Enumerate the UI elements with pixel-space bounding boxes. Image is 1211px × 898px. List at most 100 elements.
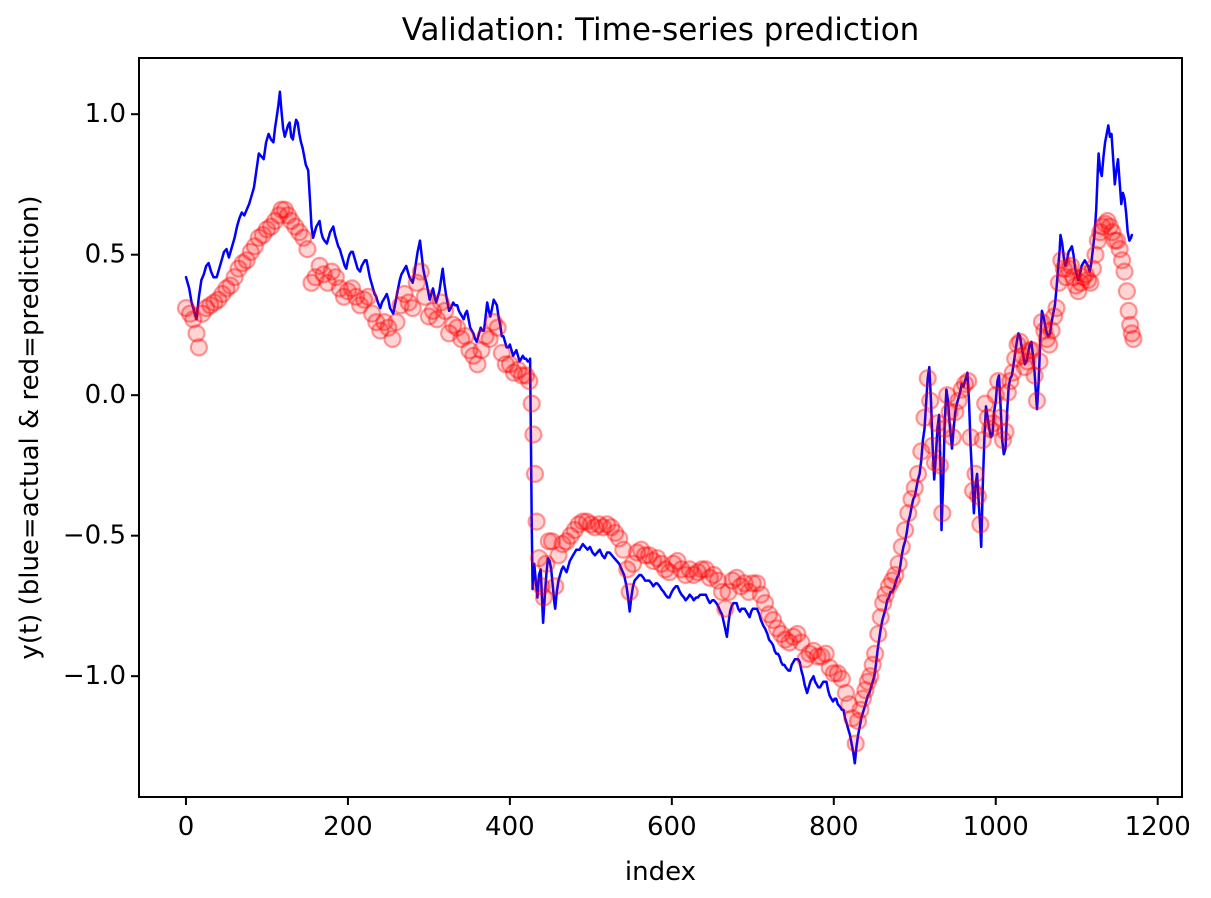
x-tick-label: 800 xyxy=(809,812,859,842)
prediction-marker xyxy=(804,641,823,661)
prediction-marker xyxy=(452,329,471,349)
prediction-marker xyxy=(668,551,687,571)
prediction-marker xyxy=(355,290,374,309)
prediction-marker xyxy=(351,296,370,315)
prediction-marker xyxy=(1040,335,1059,354)
prediction-marker xyxy=(537,554,556,573)
prediction-marker xyxy=(1119,301,1138,320)
prediction-marker xyxy=(532,577,551,596)
prediction-marker xyxy=(573,512,592,531)
prediction-marker xyxy=(978,408,997,427)
prediction-marker xyxy=(512,366,532,385)
prediction-marker xyxy=(330,279,349,298)
prediction-marker xyxy=(1103,223,1122,242)
prediction-marker xyxy=(561,526,580,545)
prediction-marker xyxy=(660,563,679,582)
prediction-marker xyxy=(1121,315,1140,334)
prediction-marker xyxy=(618,560,637,579)
prediction-marker xyxy=(1124,329,1143,349)
prediction-marker xyxy=(808,647,827,666)
prediction-marker xyxy=(342,279,362,298)
prediction-marker xyxy=(656,560,675,579)
prediction-marker xyxy=(529,549,549,568)
prediction-marker xyxy=(918,369,937,388)
prediction-marker xyxy=(824,664,843,683)
prediction-marker xyxy=(546,577,565,596)
prediction-marker xyxy=(549,546,568,565)
prediction-marker xyxy=(415,287,434,306)
prediction-marker xyxy=(684,565,703,585)
prediction-marker xyxy=(991,408,1010,427)
prediction-marker xyxy=(476,327,495,346)
prediction-marker xyxy=(700,568,720,587)
prediction-marker xyxy=(755,593,775,613)
prediction-marker xyxy=(743,574,762,593)
prediction-marker xyxy=(930,456,950,475)
prediction-marker xyxy=(902,490,921,509)
prediction-marker xyxy=(209,290,228,309)
prediction-marker xyxy=(542,532,562,551)
prediction-marker xyxy=(712,582,732,602)
y-tick-label: 0.5 xyxy=(85,240,126,270)
prediction-marker xyxy=(282,211,301,231)
prediction-marker xyxy=(383,329,402,349)
prediction-marker xyxy=(723,571,742,590)
prediction-marker xyxy=(680,560,699,579)
prediction-marker xyxy=(739,582,758,602)
prediction-marker xyxy=(460,341,479,360)
prediction-marker xyxy=(427,310,447,329)
prediction-marker xyxy=(395,284,414,304)
prediction-marker xyxy=(1069,282,1088,301)
prediction-marker xyxy=(585,518,605,537)
prediction-marker xyxy=(1027,391,1047,410)
prediction-marker xyxy=(525,464,545,483)
prediction-marker xyxy=(610,529,629,548)
prediction-marker xyxy=(565,520,584,540)
actual-line-series xyxy=(184,90,1134,765)
prediction-marker xyxy=(577,512,596,531)
prediction-marker xyxy=(221,276,240,295)
prediction-marker xyxy=(265,211,285,231)
prediction-marker xyxy=(928,414,947,433)
prediction-marker xyxy=(1010,332,1030,351)
prediction-marker xyxy=(464,346,483,365)
prediction-marker xyxy=(278,206,298,225)
prediction-marker xyxy=(1047,299,1066,318)
prediction-marker xyxy=(892,537,911,557)
prediction-marker xyxy=(270,206,289,225)
prediction-marker xyxy=(334,287,353,306)
prediction-marker xyxy=(440,324,459,343)
prediction-marker xyxy=(318,273,337,292)
prediction-marker xyxy=(620,582,639,602)
prediction-marker xyxy=(820,658,839,677)
prediction-marker xyxy=(980,419,1000,438)
prediction-marker xyxy=(201,296,220,315)
prediction-marker xyxy=(1105,231,1124,250)
y-tick-label: 0.0 xyxy=(85,380,126,410)
prediction-marker xyxy=(828,664,847,683)
prediction-marker xyxy=(233,254,252,273)
prediction-marker xyxy=(1020,341,1039,360)
prediction-marker xyxy=(912,442,931,461)
y-tick-label: −1.0 xyxy=(63,661,126,691)
prediction-marker xyxy=(480,329,499,349)
prediction-marker xyxy=(938,386,957,405)
prediction-marker xyxy=(1030,352,1049,371)
prediction-marker xyxy=(1115,262,1134,281)
prediction-marker xyxy=(213,284,232,304)
prediction-marker xyxy=(800,644,819,663)
prediction-marker xyxy=(792,633,811,652)
prediction-marker xyxy=(322,262,341,281)
prediction-marker xyxy=(874,593,893,613)
series-layer xyxy=(176,90,1143,765)
prediction-marker xyxy=(664,554,683,573)
prediction-marker xyxy=(524,425,543,444)
prediction-marker xyxy=(581,515,601,534)
y-axis-label: y(t) (blue=actual & red=prediction) xyxy=(15,195,45,659)
x-tick-label: 200 xyxy=(323,812,373,842)
prediction-marker xyxy=(225,268,244,287)
prediction-marker xyxy=(767,619,787,638)
prediction-marker xyxy=(407,273,426,292)
prediction-marker xyxy=(759,605,779,624)
prediction-marker xyxy=(905,478,924,497)
